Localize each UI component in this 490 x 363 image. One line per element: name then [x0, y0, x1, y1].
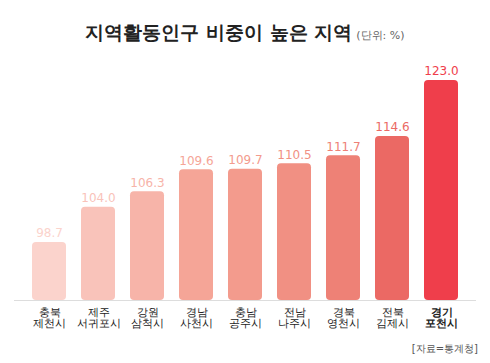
html-text:지역활동인구 비중이 높은 지역 (단위: %): 지역활동인구 비중이 높은 지역 (단위: %) — [85, 21, 405, 43]
svg-text:전북김제시: 전북김제시 — [376, 306, 409, 330]
svg-text:경북영천시: 경북영천시 — [327, 306, 360, 330]
svg-text:충북제천시: 충북제천시 — [33, 306, 66, 330]
svg-text:110.5: 110.5 — [277, 148, 311, 162]
svg-text:104.0: 104.0 — [81, 191, 115, 205]
svg-text:106.3: 106.3 — [130, 176, 164, 190]
svg-text:경기포천시: 경기포천시 — [425, 306, 458, 330]
svg-text:전남나주시: 전남나주시 — [278, 306, 311, 330]
svg-text:경남사천시: 경남사천시 — [180, 306, 213, 330]
svg-text:109.6: 109.6 — [179, 154, 213, 168]
svg-text:123.0: 123.0 — [424, 64, 458, 78]
svg-text:98.7: 98.7 — [36, 226, 63, 240]
svg-text:111.7: 111.7 — [326, 140, 360, 154]
svg-text:충남공주시: 충남공주시 — [229, 306, 262, 330]
svg-text:114.6: 114.6 — [375, 120, 409, 134]
svg-text:제주서귀포시: 제주서귀포시 — [77, 306, 121, 330]
svg-text:강원삼척시: 강원삼척시 — [131, 306, 164, 330]
svg-text:109.7: 109.7 — [228, 153, 262, 167]
html-text:[자료=통계청]: [자료=통계청] — [411, 343, 478, 354]
